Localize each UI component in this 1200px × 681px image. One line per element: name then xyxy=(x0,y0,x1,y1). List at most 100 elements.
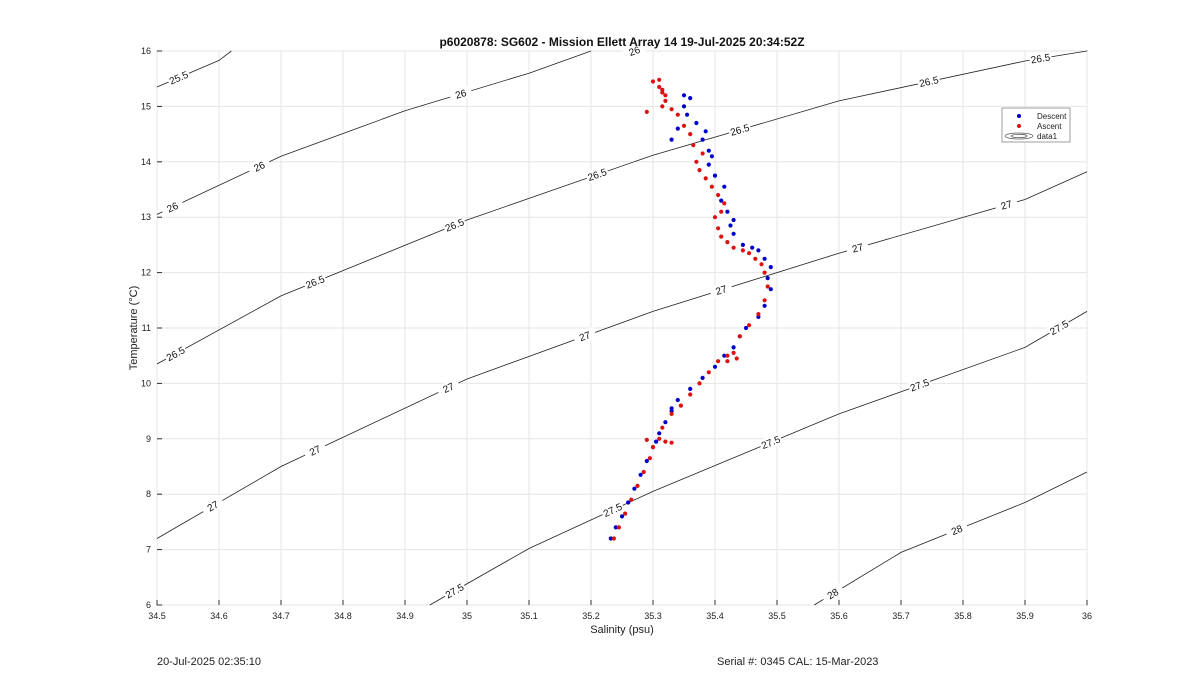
ascent-point xyxy=(669,411,674,416)
ascent-point xyxy=(709,184,715,189)
contour-label-bg xyxy=(572,326,598,346)
contour-label-bg xyxy=(727,120,753,139)
descent-point xyxy=(712,364,718,369)
y-tick-label: 8 xyxy=(146,489,151,499)
contour-label: 27 xyxy=(308,444,323,459)
ascent-point xyxy=(706,370,711,375)
contour-label-bg xyxy=(907,375,932,395)
descent-point xyxy=(712,173,718,178)
descent-point xyxy=(750,245,755,250)
descent-point xyxy=(725,209,730,214)
ascent-point xyxy=(657,77,662,82)
density-contour-line xyxy=(156,50,592,215)
contour-label: 28 xyxy=(950,524,965,539)
ascent-point xyxy=(747,251,752,256)
x-tick-label: 35.8 xyxy=(954,611,972,621)
x-tick-label: 35.2 xyxy=(582,611,600,621)
ascent-point xyxy=(719,209,724,214)
descent-point xyxy=(608,536,613,541)
ascent-point xyxy=(722,201,727,206)
ascent-point xyxy=(725,353,730,358)
ascent-point xyxy=(725,240,730,245)
descent-point xyxy=(654,439,659,444)
legend-descent-label: Descent xyxy=(1037,112,1067,121)
legend-box xyxy=(1001,107,1071,143)
ascent-point xyxy=(663,439,668,444)
ascent-point xyxy=(623,511,628,516)
footer-timestamp: 20-Jul-2025 02:35:10 xyxy=(157,656,261,668)
descent-point xyxy=(722,184,727,189)
ascent-point xyxy=(660,87,665,92)
descent-point xyxy=(700,375,705,380)
ascent-point xyxy=(725,359,730,364)
legend-data1-label: data1 xyxy=(1037,132,1058,141)
ascent-point xyxy=(641,469,646,475)
descent-point xyxy=(700,137,705,142)
y-tick-label: 14 xyxy=(141,157,151,167)
density-contour-line xyxy=(429,311,1088,606)
descent-point xyxy=(669,406,674,411)
contour-label-bg xyxy=(758,432,784,453)
descent-point xyxy=(688,96,693,101)
axis-ticks: 34.5 34.6 34.7 34.8 34.9 35 35.1 35.2 35.3 35.4 35… xyxy=(141,46,1092,621)
ascent-point xyxy=(644,437,649,442)
contour-label-bg xyxy=(302,440,328,461)
ascent-point xyxy=(669,440,674,445)
contour-label: 26 xyxy=(454,88,468,102)
x-tick-label: 34.8 xyxy=(334,611,352,621)
contour-label-bg xyxy=(302,272,328,292)
x-tick-label: 35.5 xyxy=(768,611,786,621)
x-tick-label: 35.7 xyxy=(892,611,910,621)
y-tick-label: 9 xyxy=(146,434,151,444)
ascent-point xyxy=(650,445,656,450)
ascent-point xyxy=(759,262,764,267)
x-tick-label: 35.9 xyxy=(1016,611,1034,621)
ascent-point xyxy=(650,79,656,84)
descent-point xyxy=(731,345,736,350)
contour-label-bg xyxy=(944,520,970,540)
descent-point xyxy=(740,242,746,247)
ascent-point xyxy=(703,176,708,181)
ascent-point xyxy=(700,151,705,156)
legend-descent-marker xyxy=(1017,114,1021,118)
descent-point xyxy=(694,120,699,126)
legend-ascent-marker xyxy=(1017,124,1021,128)
x-axis-label: Salinity (psu) xyxy=(590,624,654,636)
contour-label: 27 xyxy=(851,242,865,256)
contour-label-bg xyxy=(1028,50,1053,67)
contour-label: 26 xyxy=(628,45,643,59)
ascent-point xyxy=(740,248,746,253)
ascent-point xyxy=(747,323,752,328)
chart-title: p6020878: SG602 - Mission Ellett Array 1… xyxy=(439,35,804,49)
descent-point xyxy=(768,265,773,270)
contour-label-bg xyxy=(584,165,610,184)
contour-label: 27 xyxy=(1000,199,1014,213)
descent-point xyxy=(768,287,773,292)
descent-point xyxy=(688,386,693,391)
contour-label: 27 xyxy=(715,284,729,298)
contour-label: 28 xyxy=(826,587,842,602)
ascent-point xyxy=(669,107,674,112)
ascent-point xyxy=(731,245,736,250)
descent-point xyxy=(731,231,736,236)
contour-label-bg xyxy=(442,215,468,235)
ascent-point xyxy=(663,98,668,103)
y-axis-label: Temperature (°C) xyxy=(128,286,140,370)
ascent-point xyxy=(660,104,665,109)
descent-point xyxy=(709,154,715,159)
ascent-point xyxy=(675,112,680,117)
descent-point xyxy=(765,276,770,281)
contour-label: 26 xyxy=(252,160,267,175)
contour-label-bg xyxy=(600,499,626,521)
contour-label-bg xyxy=(448,84,474,103)
contour-label: 26.5 xyxy=(918,75,940,90)
descent-point xyxy=(756,248,761,253)
descent-point xyxy=(657,431,662,436)
ascent-point xyxy=(678,403,684,408)
contour-label-bg xyxy=(845,239,870,257)
y-tick-label: 13 xyxy=(141,212,151,222)
data-series xyxy=(608,77,773,541)
ascent-point xyxy=(681,123,687,128)
ascent-point xyxy=(765,284,770,289)
